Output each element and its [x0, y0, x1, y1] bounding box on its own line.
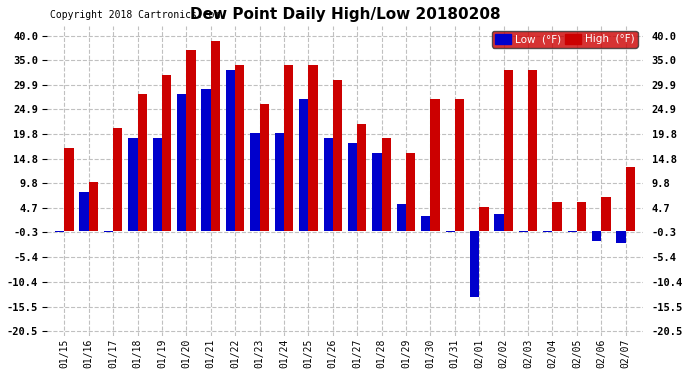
- Bar: [373, 153, 382, 231]
- Bar: [601, 197, 611, 231]
- Bar: [494, 214, 504, 231]
- Bar: [259, 104, 269, 231]
- Bar: [79, 192, 89, 231]
- Bar: [210, 40, 220, 231]
- Bar: [201, 89, 210, 231]
- Bar: [470, 231, 480, 297]
- Bar: [284, 65, 293, 231]
- Text: Copyright 2018 Cartronics.com: Copyright 2018 Cartronics.com: [50, 10, 221, 20]
- Bar: [113, 128, 122, 231]
- Bar: [177, 94, 186, 231]
- Bar: [592, 231, 601, 241]
- Bar: [504, 70, 513, 231]
- Bar: [64, 148, 74, 231]
- Bar: [104, 231, 113, 232]
- Bar: [397, 204, 406, 231]
- Bar: [455, 99, 464, 231]
- Bar: [519, 231, 528, 232]
- Bar: [308, 65, 317, 231]
- Bar: [55, 231, 64, 232]
- Bar: [128, 138, 137, 231]
- Bar: [299, 99, 308, 231]
- Legend: Low  (°F), High  (°F): Low (°F), High (°F): [492, 31, 638, 48]
- Bar: [616, 231, 626, 243]
- Bar: [186, 50, 196, 231]
- Bar: [553, 202, 562, 231]
- Bar: [333, 80, 342, 231]
- Bar: [528, 70, 538, 231]
- Bar: [137, 94, 147, 231]
- Bar: [406, 153, 415, 231]
- Bar: [421, 216, 431, 231]
- Title: Dew Point Daily High/Low 20180208: Dew Point Daily High/Low 20180208: [190, 7, 500, 22]
- Bar: [324, 138, 333, 231]
- Bar: [357, 123, 366, 231]
- Bar: [446, 231, 455, 232]
- Bar: [480, 207, 489, 231]
- Bar: [235, 65, 244, 231]
- Bar: [275, 133, 284, 231]
- Bar: [626, 168, 635, 231]
- Bar: [89, 182, 98, 231]
- Bar: [543, 231, 553, 232]
- Bar: [431, 99, 440, 231]
- Bar: [577, 202, 586, 231]
- Bar: [348, 143, 357, 231]
- Bar: [250, 133, 259, 231]
- Bar: [162, 75, 171, 231]
- Bar: [568, 231, 577, 232]
- Bar: [152, 138, 162, 231]
- Bar: [382, 138, 391, 231]
- Bar: [226, 70, 235, 231]
